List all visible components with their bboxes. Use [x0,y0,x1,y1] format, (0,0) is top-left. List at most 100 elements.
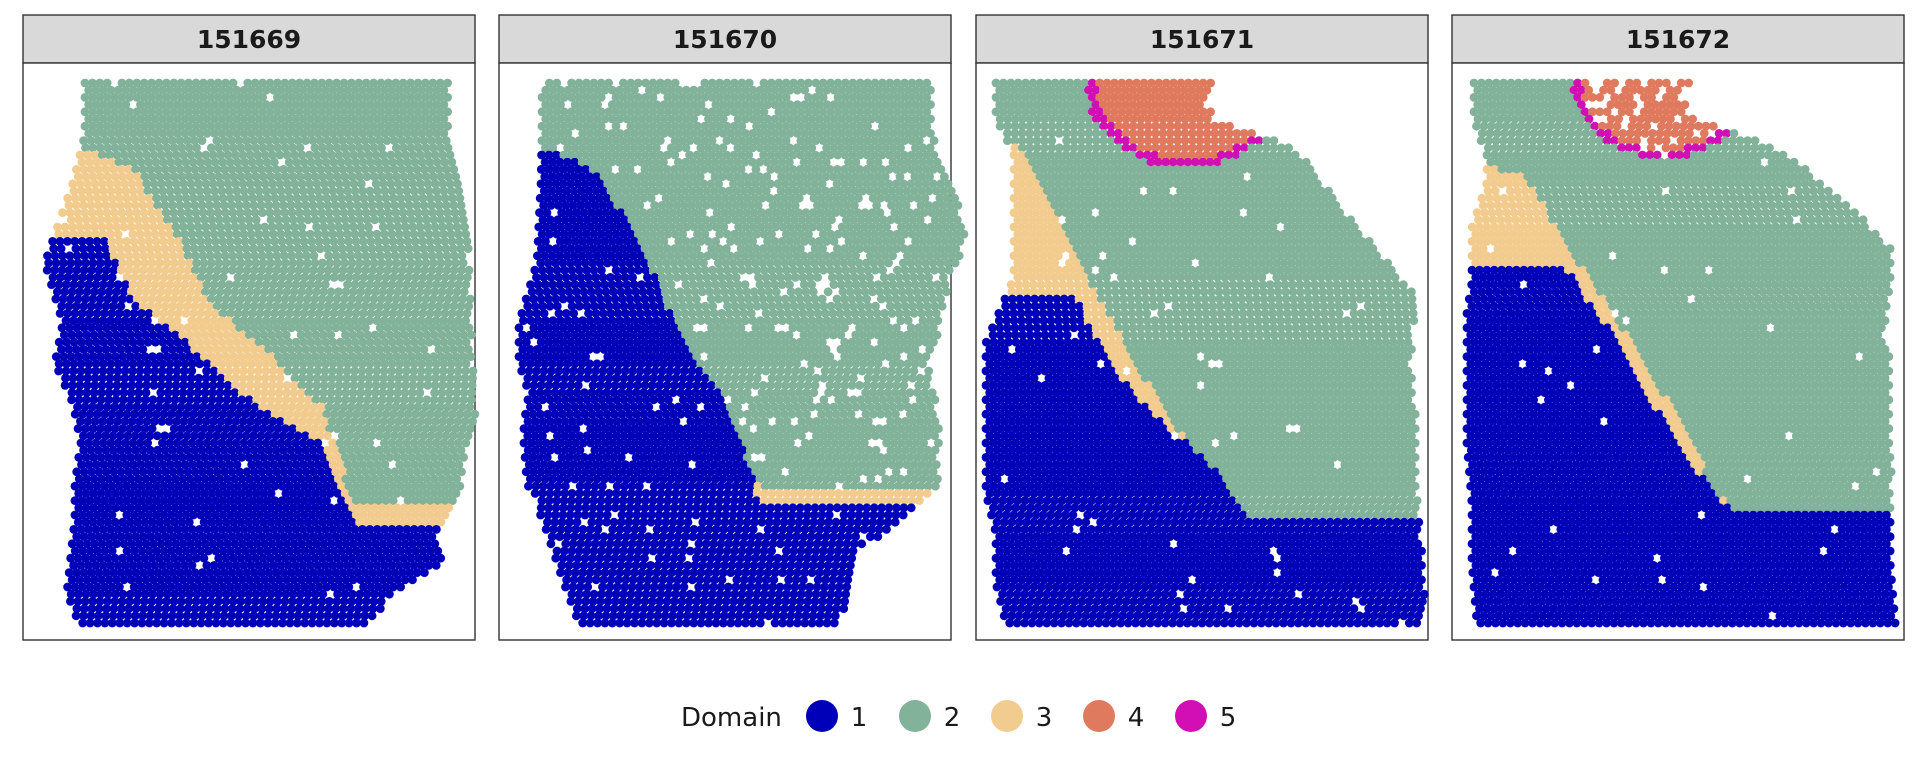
spot-domain-2 [387,85,397,95]
spot-domain-2 [124,107,134,117]
spot-domain-2 [128,129,138,138]
spot-domain-2 [80,78,90,88]
spot-domain-2 [328,85,338,95]
spot-domain-2 [243,78,253,88]
spot-domain-2 [380,85,390,95]
spot-domain-2 [221,107,231,117]
spot-domain-2 [317,121,327,131]
spot-domain-2 [269,85,279,95]
spot-domain-2 [302,107,312,117]
spot-domain-2 [173,114,182,124]
spot-domain-2 [191,107,201,117]
spot-domain-2 [180,114,190,124]
spot-domain-2 [298,114,308,124]
spot-domain-2 [162,93,171,102]
spot-domain-2 [139,93,149,102]
spot-domain-2 [102,93,112,102]
spot-domain-1 [431,561,441,570]
spot-domain-2 [169,78,179,88]
spot-domain-2 [287,93,297,102]
spot-domain-2 [213,107,223,117]
spot-domain-2 [165,100,175,109]
spot-domain-2 [409,114,419,124]
spot-domain-2 [321,85,330,95]
spot-domain-2 [232,100,242,109]
spot-domain-2 [391,107,401,117]
spot-domain-2 [258,93,267,102]
spot-domain-2 [132,78,142,88]
spot-domain-2 [254,85,264,95]
spot-domain-2 [461,438,471,448]
spot-domain-2 [250,107,260,117]
spot-domain-2 [84,100,94,109]
spot-domain-2 [287,121,297,131]
spot-domain-2 [99,100,108,109]
spot-domain-2 [391,121,401,131]
spot-domain-2 [213,78,223,88]
spot-domain-2 [187,114,197,124]
spot-domain-2 [236,107,245,117]
spot-domain-2 [463,244,473,254]
spot-domain-2 [361,107,371,117]
spot-domain-2 [424,85,434,95]
spot-domain-2 [280,93,290,102]
spot-domain-2 [332,121,341,131]
spot-domain-2 [406,78,415,88]
spot-domain-2 [84,85,94,95]
spot-domain-2 [199,78,208,88]
spot-domain-2 [398,93,408,102]
spot-domain-2 [443,121,452,131]
facet-panel-2: 151670 [498,14,969,641]
spot-domain-2 [302,78,312,88]
spot-domain-2 [206,93,216,102]
spot-domain-2 [202,100,212,109]
spot-domain-2 [387,114,397,124]
spot-domain-2 [302,93,312,102]
spot-domain-2 [291,85,301,95]
spot-domain-2 [310,78,319,88]
spot-domain-2 [143,129,153,138]
spot-domain-2 [224,85,234,95]
spot-domain-2 [139,78,149,88]
spot-domain-2 [158,129,168,138]
spot-domain-2 [384,107,393,117]
spot-domain-2 [413,78,423,88]
spot-domain-2 [221,93,231,102]
spot-domain-2 [424,100,434,109]
spot-domain-2 [421,93,430,102]
spot-domain-2 [365,100,375,109]
spot-domain-2 [95,107,105,117]
spot-domain-2 [421,107,430,117]
spot-domain-2 [261,114,271,124]
spot-domain-2 [332,93,341,102]
spot-domain-2 [313,100,323,109]
spot-domain-2 [369,121,378,131]
spot-domain-2 [258,107,267,117]
spot-domain-2 [124,93,134,102]
spot-domain-2 [354,121,364,131]
spot-domain-2 [169,93,179,102]
spot-domain-2 [88,78,97,88]
spot-domain-2 [258,78,267,88]
spot-domain-2 [217,114,227,124]
spot-domain-2 [443,107,452,117]
spot-domain-2 [406,93,415,102]
spot-domain-2 [206,78,216,88]
spot-domain-2 [380,114,390,124]
spot-domain-2 [376,107,386,117]
spot-domain-2 [291,114,301,124]
spot-domain-2 [143,114,153,124]
spot-domain-2 [295,78,304,88]
spot-domain-2 [169,121,179,131]
spot-domain-2 [439,114,449,124]
spot-domain-2 [136,129,145,138]
spot-domain-2 [247,129,256,138]
spot-domain-2 [273,121,282,131]
spot-domain-2 [165,85,175,95]
spot-domain-2 [265,78,275,88]
spot-domain-2 [106,85,116,95]
spot-domain-2 [310,107,319,117]
spot-domain-3 [323,431,332,441]
spot-domain-2 [332,78,341,88]
